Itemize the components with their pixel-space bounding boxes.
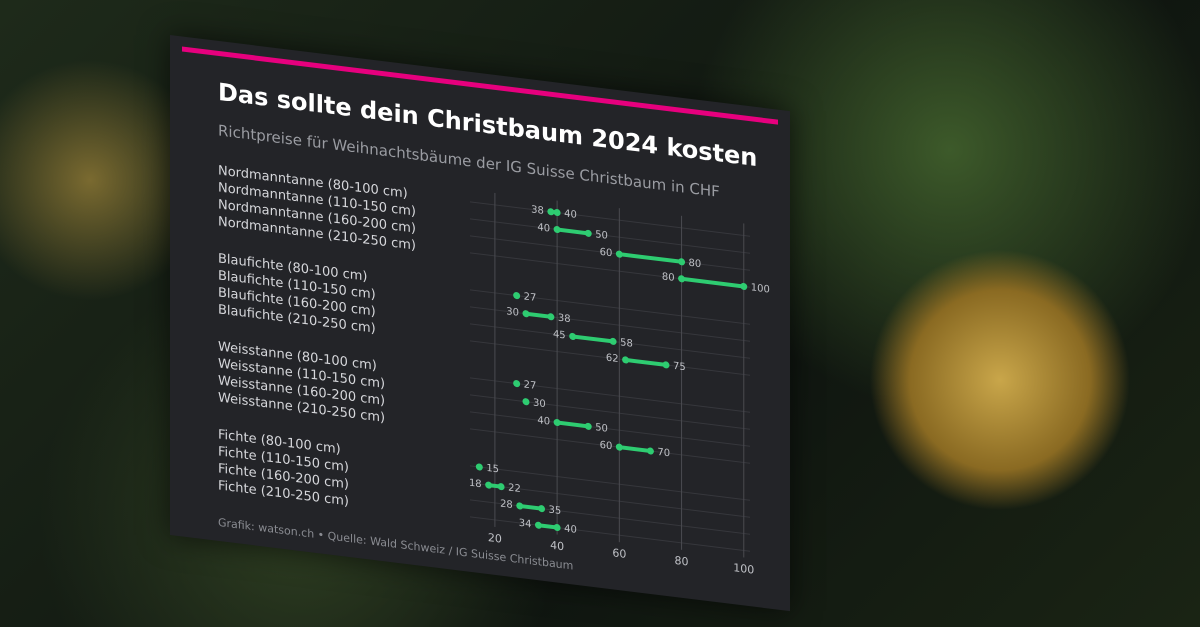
row-line — [470, 235, 750, 271]
low-label: 30 — [506, 306, 519, 319]
low-dot — [622, 356, 630, 364]
range-bar — [619, 252, 682, 264]
low-dot — [534, 521, 542, 529]
range-bar — [572, 334, 614, 344]
low-label: 27 — [524, 379, 537, 392]
low-dot — [553, 226, 561, 234]
low-dot — [516, 502, 524, 510]
row-line — [470, 306, 750, 342]
low-label: 40 — [537, 415, 550, 428]
high-label: 80 — [689, 258, 702, 271]
row-line — [470, 516, 750, 552]
low-label: 80 — [662, 271, 675, 284]
high-label: 58 — [620, 337, 633, 350]
high-dot — [584, 229, 592, 237]
low-dot — [553, 419, 561, 427]
row-line — [470, 428, 750, 464]
high-dot — [538, 505, 546, 513]
high-label: 22 — [508, 483, 521, 496]
x-tick-label: 80 — [675, 554, 689, 569]
low-dot — [569, 332, 577, 340]
x-tick-label: 20 — [488, 531, 502, 546]
row-line — [470, 377, 750, 413]
high-dot — [497, 483, 505, 491]
high-label: 38 — [558, 313, 571, 326]
low-dot — [615, 443, 623, 451]
row-line — [470, 411, 750, 447]
high-dot — [646, 447, 654, 455]
low-dot — [547, 208, 555, 216]
row-line — [470, 201, 750, 237]
low-label: 27 — [524, 291, 537, 304]
low-label: 60 — [600, 440, 613, 453]
range-bar — [619, 445, 651, 453]
chart-card: Das sollte dein Christbaum 2024 kosten R… — [170, 35, 790, 612]
low-label: 15 — [486, 463, 499, 476]
range-bar — [681, 276, 744, 289]
high-label: 100 — [751, 282, 770, 295]
x-tick-label: 100 — [733, 561, 754, 577]
low-dot — [522, 310, 530, 318]
high-label: 70 — [657, 447, 670, 460]
low-dot — [513, 380, 521, 388]
low-label: 45 — [553, 329, 566, 342]
high-dot — [609, 337, 617, 345]
low-label: 18 — [469, 478, 482, 491]
high-label: 40 — [564, 523, 577, 536]
range-bar — [557, 420, 589, 429]
row-line — [470, 465, 750, 501]
high-dot — [584, 422, 592, 430]
low-label: 38 — [531, 204, 544, 217]
low-dot — [615, 250, 623, 258]
low-label: 34 — [519, 518, 532, 531]
low-label: 62 — [606, 353, 619, 366]
range-bar — [557, 227, 589, 236]
range-bar — [519, 503, 542, 511]
x-tick-label: 40 — [550, 539, 564, 554]
low-label: 30 — [533, 398, 546, 411]
low-label: 28 — [500, 499, 513, 512]
high-dot — [740, 282, 748, 290]
high-dot — [662, 361, 670, 369]
range-bar — [625, 357, 666, 367]
row-line — [470, 340, 750, 376]
accent-bar — [182, 46, 778, 125]
low-dot — [475, 463, 483, 471]
high-dot — [678, 258, 686, 266]
high-dot — [553, 209, 561, 217]
high-label: 40 — [564, 208, 577, 221]
low-label: 40 — [537, 222, 550, 235]
high-dot — [553, 524, 561, 532]
high-dot — [547, 313, 555, 321]
range-bar — [526, 311, 551, 319]
low-dot — [513, 292, 521, 300]
chart: Das sollte dein Christbaum 2024 kosten R… — [182, 46, 778, 577]
low-dot — [678, 275, 686, 283]
low-dot — [485, 481, 493, 489]
low-label: 60 — [600, 247, 613, 260]
row-line — [470, 394, 750, 430]
high-label: 50 — [595, 229, 608, 242]
x-tick-label: 60 — [612, 546, 626, 561]
high-label: 75 — [673, 361, 686, 374]
row-line — [470, 482, 750, 518]
high-label: 35 — [549, 504, 562, 517]
row-line — [470, 218, 750, 254]
low-dot — [522, 398, 530, 406]
high-label: 50 — [595, 422, 608, 435]
